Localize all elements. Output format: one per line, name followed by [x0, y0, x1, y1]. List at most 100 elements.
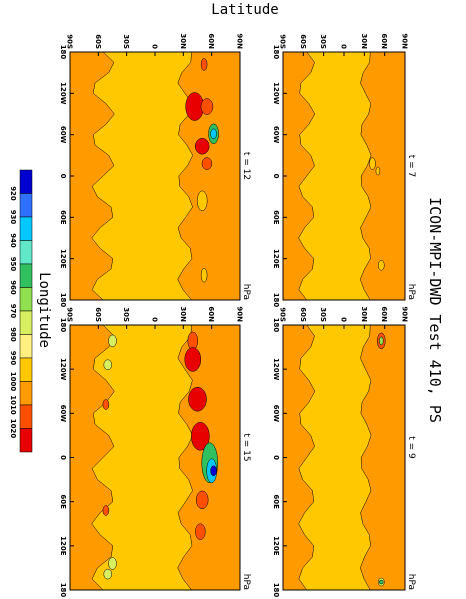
panel-units: hPa: [406, 574, 416, 590]
lat-tick-label: 30N: [179, 33, 187, 49]
colorbar-label: 920: [9, 186, 17, 201]
lon-tick-label: 120W: [272, 82, 280, 105]
rotated-figure: ICON-MPI-DWD Test 410, PS Latitude Longi…: [9, 2, 444, 597]
lon-tick-label: 0: [59, 174, 67, 179]
lat-tick-label: 60N: [380, 33, 388, 49]
contour-blob: [103, 568, 113, 580]
colorbar-label: 1020: [9, 419, 17, 439]
lon-tick-label: 180: [59, 583, 67, 598]
panel-units: hPa: [406, 284, 416, 300]
colorbar-label: 990: [9, 351, 17, 366]
colorbar-box: [19, 216, 33, 241]
colorbar-box: [19, 357, 33, 382]
lon-tick-label: 180: [272, 583, 280, 598]
colorbar-label: 940: [9, 233, 17, 248]
panel: 90S 60S 30S 0 30N 60N 90N 180 120W 60W 0 60E 120E 180…: [272, 33, 416, 307]
lat-tick-label: 90N: [236, 33, 244, 49]
panel-title: t = 7: [406, 155, 416, 178]
lon-tick-label: 60E: [272, 494, 280, 509]
panel: 90S 60S 30S 0 30N 60N 90N 180 120W 60W 0 60E 120E 180…: [59, 33, 251, 307]
panel-units: hPa: [241, 574, 251, 590]
contour-blob: [369, 157, 376, 170]
lat-tick-label: 60N: [380, 306, 388, 322]
lat-tick-label: 60S: [299, 34, 307, 49]
contour-blob: [201, 157, 213, 170]
contour-blob: [200, 58, 208, 71]
lon-tick-label: 60E: [272, 210, 280, 225]
panel-title: t = 15: [241, 433, 251, 461]
lat-tick-label: 30N: [179, 306, 187, 322]
lon-tick-label: 60W: [272, 405, 280, 423]
lon-tick-label: 120E: [272, 536, 280, 556]
x-axis-label: Longitude: [36, 272, 52, 348]
colorbar-box: [19, 404, 33, 429]
contour-blob: [184, 347, 202, 372]
lon-tick-label: 60E: [59, 210, 67, 225]
lat-tick-label: 60S: [94, 307, 102, 322]
contour-blob: [210, 465, 217, 476]
contour-blob: [195, 490, 209, 510]
panel-units: hPa: [241, 284, 251, 300]
colorbar-box: [19, 263, 33, 288]
lon-tick-label: 180: [59, 293, 67, 308]
colorbar-box: [19, 169, 33, 194]
contour-blob: [379, 579, 384, 585]
colorbar-box: [19, 287, 33, 312]
lat-tick-label: 90S: [66, 34, 74, 49]
panel-title: t = 9: [406, 436, 416, 459]
lat-tick-label: 90N: [401, 306, 409, 322]
colorbar-box: [19, 240, 33, 265]
colorbar-label: 980: [9, 327, 17, 342]
lon-tick-label: 180: [272, 45, 280, 60]
lat-tick-label: 90S: [279, 34, 287, 49]
lon-tick-label: 60E: [59, 494, 67, 509]
contour-blob: [102, 399, 110, 410]
y-axis-label: Latitude: [211, 2, 278, 18]
contour-blob: [200, 267, 208, 283]
contour-blob: [191, 422, 210, 451]
lon-tick-label: 0: [272, 455, 280, 460]
lat-tick-label: 0: [151, 44, 159, 49]
figure-title: ICON-MPI-DWD Test 410, PS: [426, 197, 444, 423]
colorbar-box: [19, 334, 33, 359]
panel-title: t = 12: [241, 152, 251, 180]
contour-blob: [187, 331, 199, 351]
lon-tick-label: 60W: [59, 126, 67, 144]
lat-tick-label: 30S: [122, 34, 130, 49]
lat-tick-label: 90S: [279, 307, 287, 322]
lon-tick-label: 60W: [59, 405, 67, 423]
lat-tick-label: 30S: [319, 34, 327, 49]
lon-tick-label: 180: [272, 293, 280, 308]
lat-tick-label: 90N: [401, 33, 409, 49]
contour-blob: [196, 190, 208, 212]
lon-tick-label: 120E: [59, 536, 67, 556]
colorbar-label: 970: [9, 304, 17, 319]
contour-blob: [375, 166, 381, 176]
lon-tick-label: 120W: [59, 82, 67, 105]
colorbar-box: [19, 381, 33, 406]
contour-blob: [195, 523, 206, 540]
lon-tick-label: 120W: [272, 358, 280, 381]
contour-blob: [108, 557, 117, 570]
lat-tick-label: 0: [151, 317, 159, 322]
contour-blob: [200, 98, 214, 115]
lat-tick-label: 0: [340, 317, 348, 322]
contour-blob: [103, 359, 113, 370]
lat-tick-label: 30S: [319, 307, 327, 322]
lat-tick-label: 30N: [360, 33, 368, 49]
colorbar-box: [19, 310, 33, 335]
colorbar-label: 1010: [9, 395, 17, 415]
lat-tick-label: 30S: [122, 307, 130, 322]
lat-tick-label: 30N: [360, 306, 368, 322]
panel: 90S 60S 30S 0 30N 60N 90N 180 120W 60W 0 60E 120E 180…: [272, 306, 416, 597]
colorbar-label: 930: [9, 210, 17, 225]
lon-tick-label: 120W: [59, 358, 67, 381]
lat-tick-label: 90N: [236, 306, 244, 322]
contour-blob: [194, 137, 210, 155]
contour-blob: [379, 336, 384, 346]
colorbar-box: [19, 428, 33, 453]
panel: 90S 60S 30S 0 30N 60N 90N 180 120W 60W 0 60E 120E 180…: [59, 306, 251, 597]
contour-blob: [210, 128, 217, 140]
lat-tick-label: 60N: [207, 306, 215, 322]
